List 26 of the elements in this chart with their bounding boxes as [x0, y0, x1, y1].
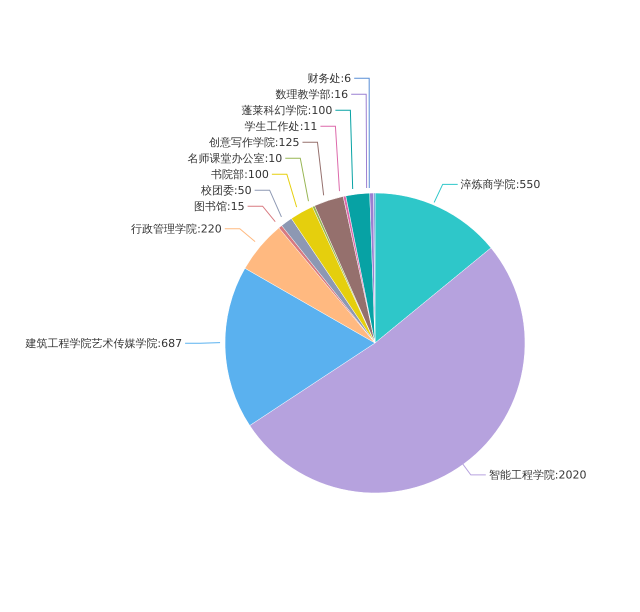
data-label: :220 [197, 222, 222, 236]
slice-label: 书院部 [211, 168, 244, 182]
data-label: :11 [300, 120, 318, 134]
slice-label: 智能工程学院 [488, 468, 555, 482]
data-label: :15 [226, 200, 245, 214]
data-label: :687 [157, 337, 182, 350]
data-label: :50 [234, 184, 252, 198]
data-label: :2020 [554, 468, 587, 482]
slice-label: 创意写作学院 [208, 136, 275, 150]
slice-label: 建筑工程学院艺术传媒学院 [24, 337, 158, 350]
slice-label: 行政管理学院 [131, 222, 198, 236]
slice-label: 数理教学部 [275, 88, 330, 102]
data-label: :100 [244, 168, 269, 182]
slice-label: 淬炼商学院 [460, 178, 516, 192]
slice-label: 校团委 [200, 184, 234, 198]
data-label: :16 [330, 88, 348, 102]
data-label: :125 [274, 136, 300, 150]
data-label: :550 [516, 178, 540, 192]
data-label: :10 [264, 152, 282, 166]
data-label: :6 [340, 72, 352, 86]
slice-label: 图书馆 [194, 200, 227, 214]
data-label: :100 [308, 104, 332, 118]
slice-label: 学生工作处 [244, 120, 300, 134]
slice-label: 财务处 [307, 72, 340, 86]
slice-label: 蓬莱科幻学院 [242, 104, 308, 118]
slice-label: 名师课堂办公室 [188, 152, 265, 166]
